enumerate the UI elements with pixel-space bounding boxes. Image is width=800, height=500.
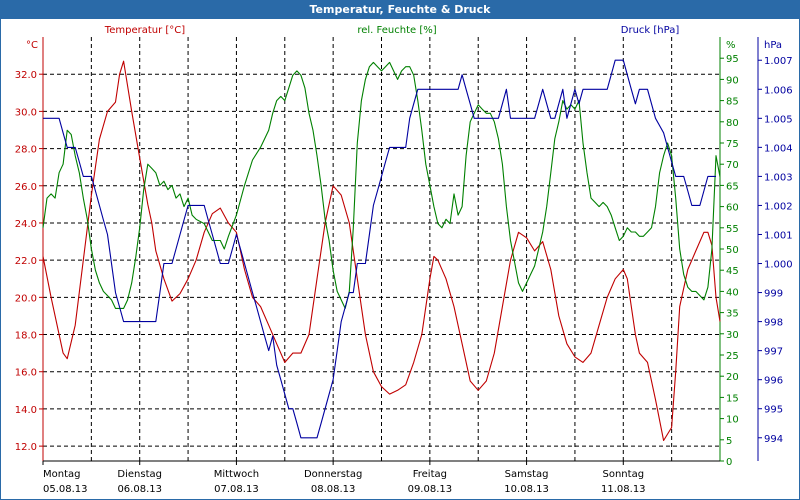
temp-tick-label: 16.0: [15, 368, 37, 379]
humidity-unit-label: %: [726, 40, 736, 51]
pressure-tick-label: 995: [764, 405, 783, 416]
temp-axis-title: Temperatur [°C]: [104, 25, 185, 36]
date-label: 05.08.13: [43, 484, 88, 495]
humidity-tick-label: 65: [726, 181, 739, 192]
temp-tick-label: 22.0: [15, 256, 37, 267]
weekday-label: Sonntag: [603, 469, 645, 480]
date-label: 07.08.13: [214, 484, 259, 495]
humidity-tick-label: 85: [726, 97, 739, 108]
pressure-line: [43, 59, 716, 439]
pressure-tick-label: 1.001: [764, 230, 793, 241]
pressure-tick-label: 998: [764, 318, 783, 329]
temp-tick-label: 32.0: [15, 70, 37, 81]
humidity-tick-label: 45: [726, 266, 739, 277]
temp-tick-label: 14.0: [15, 405, 37, 416]
window-title: Temperatur, Feuchte & Druck: [1, 1, 799, 19]
weekday-label: Mittwoch: [214, 469, 259, 480]
tick-labels: 12.0 14.0 16.0 18.0 20.0 22.0 24.0 26.0 28.0 30.0…: [15, 25, 793, 495]
pressure-tick-label: 999: [764, 289, 783, 300]
pressure-axis-title: Druck [hPa]: [621, 25, 680, 36]
weekday-label: Freitag: [413, 469, 447, 480]
pressure-tick-label: 1.005: [764, 114, 793, 125]
humidity-tick-label: 55: [726, 224, 739, 235]
date-label: 06.08.13: [117, 484, 162, 495]
temp-tick-label: 24.0: [15, 219, 37, 230]
axes: [39, 37, 762, 465]
humidity-line: [42, 61, 721, 309]
weekday-label: Samstag: [505, 469, 549, 480]
pressure-unit-label: hPa: [764, 40, 782, 51]
temp-tick-label: 30.0: [15, 107, 37, 118]
pressure-tick-label: 1.002: [764, 201, 793, 212]
humidity-tick-label: 15: [726, 393, 739, 404]
pressure-tick-label: 1.004: [764, 143, 793, 154]
date-label: 09.08.13: [408, 484, 453, 495]
pressure-tick-label: 1.003: [764, 172, 793, 183]
temp-unit-label: °C: [26, 40, 38, 51]
humidity-axis-title: rel. Feuchte [%]: [357, 25, 436, 36]
pressure-tick-label: 1.007: [764, 56, 793, 67]
humidity-tick-label: 60: [726, 203, 739, 214]
humidity-tick-label: 70: [726, 160, 739, 171]
humidity-tick-label: 25: [726, 351, 739, 362]
temp-tick-label: 18.0: [15, 331, 37, 342]
humidity-tick-label: 0: [726, 457, 732, 468]
pressure-tick-label: 994: [764, 434, 783, 445]
humidity-tick-label: 80: [726, 118, 739, 129]
weekday-label: Montag: [43, 469, 80, 480]
humidity-tick-label: 50: [726, 245, 739, 256]
humidity-tick-label: 20: [726, 372, 739, 383]
humidity-tick-label: 90: [726, 75, 739, 86]
pressure-tick-label: 996: [764, 376, 783, 387]
humidity-tick-label: 30: [726, 330, 739, 341]
weekday-label: Dienstag: [117, 469, 162, 480]
date-label: 11.08.13: [601, 484, 646, 495]
temp-tick-label: 12.0: [15, 442, 37, 453]
humidity-tick-label: 40: [726, 287, 739, 298]
pressure-tick-label: 997: [764, 347, 783, 358]
humidity-tick-label: 75: [726, 139, 739, 150]
humidity-tick-label: 5: [726, 436, 732, 447]
humidity-tick-label: 35: [726, 309, 739, 320]
pressure-tick-label: 1.006: [764, 85, 793, 96]
humidity-tick-label: 95: [726, 54, 739, 65]
humidity-tick-label: 10: [726, 415, 739, 426]
pressure-tick-label: 1.000: [764, 260, 793, 271]
temp-tick-label: 28.0: [15, 145, 37, 156]
series-lines: [42, 59, 721, 442]
gridlines: [43, 37, 720, 461]
temperature-line: [42, 60, 721, 442]
date-label: 08.08.13: [311, 484, 356, 495]
temp-tick-label: 26.0: [15, 182, 37, 193]
weekday-label: Donnerstag: [304, 469, 362, 480]
temp-tick-label: 20.0: [15, 293, 37, 304]
date-label: 10.08.13: [504, 484, 549, 495]
